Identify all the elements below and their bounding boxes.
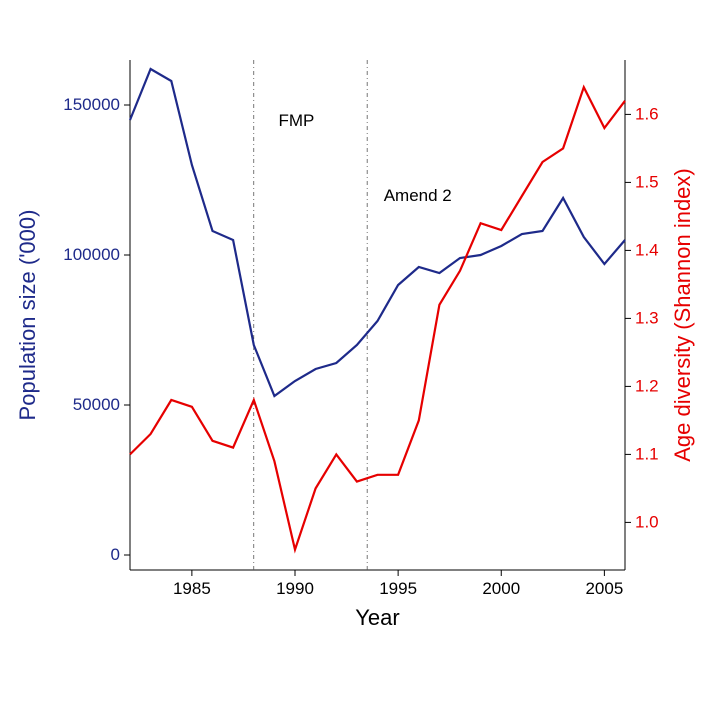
- x-tick-label: 2000: [482, 579, 520, 598]
- y-left-tick-label: 100000: [63, 245, 120, 264]
- dual-axis-line-chart: 1985 1990 1995 2000 2005 0 50000 100000 150000 1.…: [0, 0, 728, 724]
- x-tick-label: 1990: [276, 579, 314, 598]
- y-right-tick-label: 1.1: [635, 444, 659, 463]
- y-left-tick-label: 0: [111, 545, 120, 564]
- y-right-tick-label: 1.3: [635, 308, 659, 327]
- series-population: [130, 69, 625, 396]
- series-shannon: [130, 87, 625, 549]
- x-axis-title: Year: [355, 605, 399, 630]
- y-left-tick-label: 50000: [73, 395, 120, 414]
- x-tick-label: 1995: [379, 579, 417, 598]
- y-left-axis-title: Population size ('000): [15, 210, 40, 421]
- y-right-tick-label: 1.0: [635, 512, 659, 531]
- annotation-text: FMP: [279, 111, 315, 130]
- chart-svg: 1985 1990 1995 2000 2005 0 50000 100000 150000 1.…: [0, 0, 728, 724]
- y-right-tick-label: 1.5: [635, 172, 659, 191]
- y-right-axis-title: Age diversity (Shannon index): [670, 168, 695, 462]
- y-right-tick-label: 1.6: [635, 104, 659, 123]
- annotation-text: Amend 2: [384, 186, 452, 205]
- x-tick-label: 2005: [585, 579, 623, 598]
- y-right-tick-label: 1.4: [635, 240, 659, 259]
- y-right-tick-label: 1.2: [635, 376, 659, 395]
- y-left-tick-label: 150000: [63, 95, 120, 114]
- x-tick-label: 1985: [173, 579, 211, 598]
